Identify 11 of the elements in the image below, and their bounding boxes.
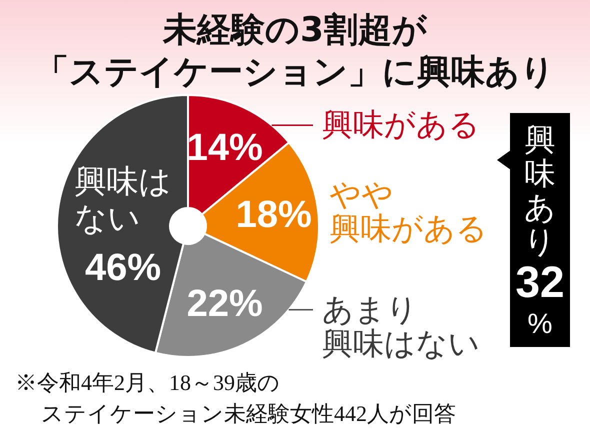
text: ※令和4年2月、18～39歳のステイケーション未経験女性442人が回答 [15, 370, 456, 426]
slice-label: 興味がある [322, 107, 480, 144]
text: 興味あり32% [516, 122, 564, 338]
data-label: 18% [236, 194, 312, 236]
data-label: 14% [186, 126, 263, 169]
slice-label: あまり興味はない [322, 292, 480, 362]
slice-label: 興味はない [74, 162, 172, 237]
data-label: 22% [186, 283, 263, 326]
slice-label: やや興味がある [329, 177, 488, 248]
chart-title: 未経験の3割超が「ステイケーション」に興味あり [35, 10, 555, 92]
data-label: 46% [84, 246, 162, 289]
